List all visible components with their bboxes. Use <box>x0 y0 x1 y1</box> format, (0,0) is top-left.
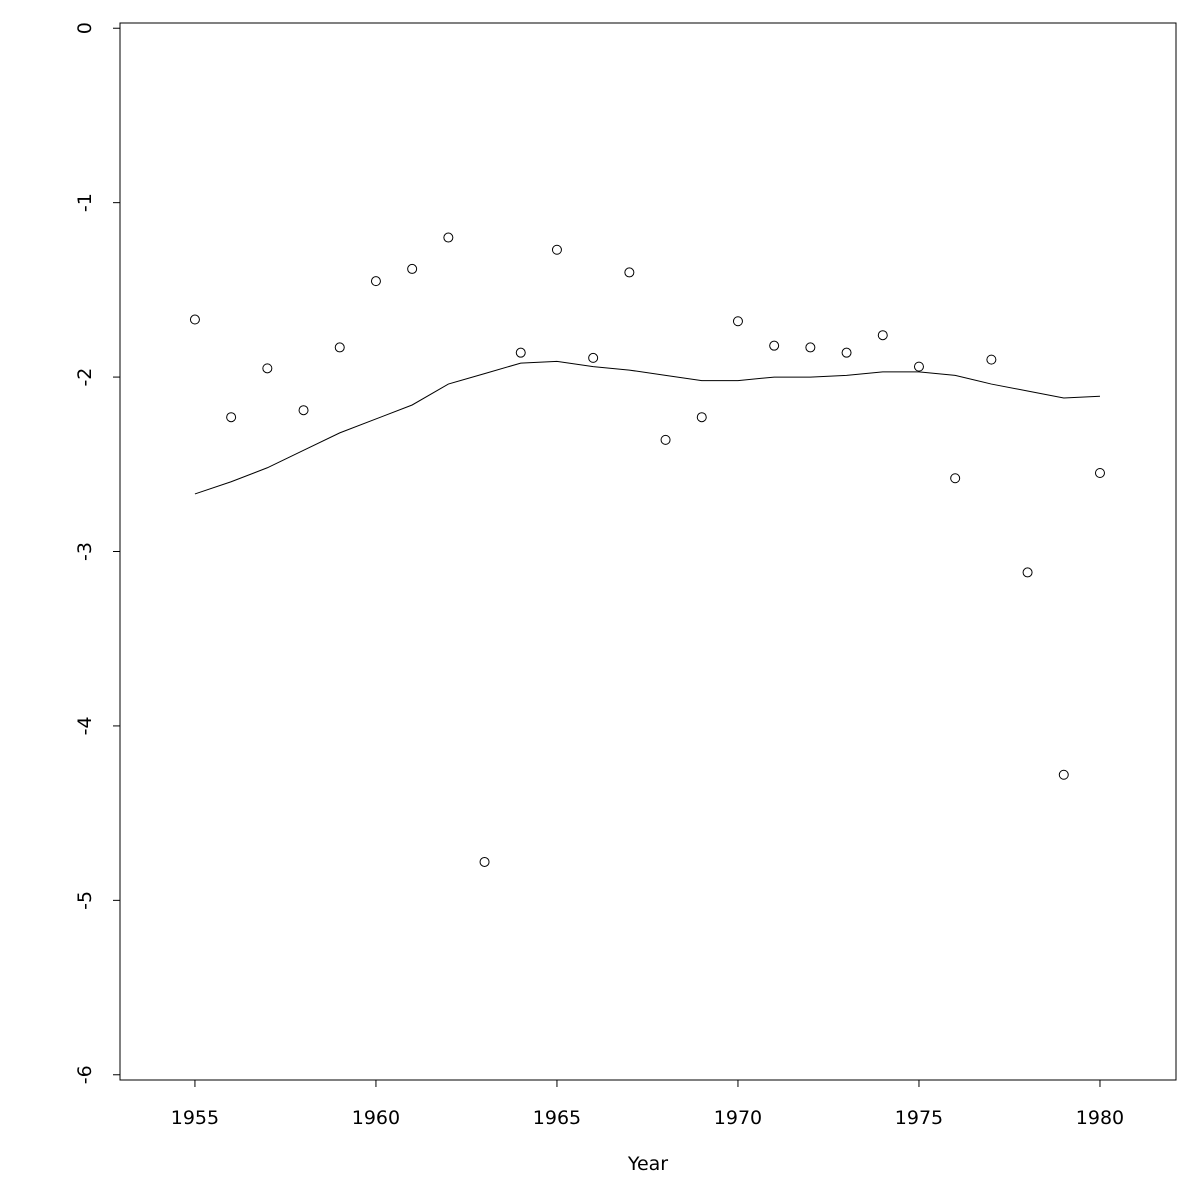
y-tick-label: -2 <box>74 368 96 387</box>
point <box>950 473 961 484</box>
point <box>732 316 743 327</box>
y-tick-label: -6 <box>74 1065 96 1084</box>
point <box>407 263 418 274</box>
y-tick-label: -1 <box>74 193 96 212</box>
y-tick-label: 0 <box>74 22 96 34</box>
point <box>696 412 707 423</box>
point <box>226 412 237 423</box>
point <box>588 352 599 363</box>
point <box>624 267 635 278</box>
point <box>877 330 888 341</box>
point <box>805 342 816 353</box>
y-tick-label: -3 <box>74 542 96 561</box>
point <box>1094 468 1105 479</box>
y-tick-label: -4 <box>74 716 96 735</box>
point <box>913 361 924 372</box>
point <box>1022 567 1033 578</box>
point <box>370 276 381 287</box>
x-tick-label: 1970 <box>714 1107 762 1129</box>
plot-frame <box>119 22 1177 1081</box>
point <box>515 347 526 358</box>
y-tick-label: -5 <box>74 891 96 910</box>
point <box>262 363 273 374</box>
x-tick-label: 1960 <box>352 1107 400 1129</box>
point <box>334 342 345 353</box>
smooth-line <box>194 360 1101 495</box>
point <box>986 354 997 365</box>
point <box>189 314 200 325</box>
x-tick-label: 1975 <box>895 1107 943 1129</box>
x-tick-label: 1980 <box>1076 1107 1124 1129</box>
point <box>841 347 852 358</box>
point <box>1058 769 1069 780</box>
point <box>551 244 562 255</box>
point <box>479 856 490 867</box>
x-tick-label: 1965 <box>533 1107 581 1129</box>
point <box>660 434 671 445</box>
x-axis-label: Year <box>627 1153 668 1175</box>
point <box>298 405 309 416</box>
point <box>769 340 780 351</box>
x-tick-label: 1955 <box>171 1107 219 1129</box>
point <box>443 232 454 243</box>
